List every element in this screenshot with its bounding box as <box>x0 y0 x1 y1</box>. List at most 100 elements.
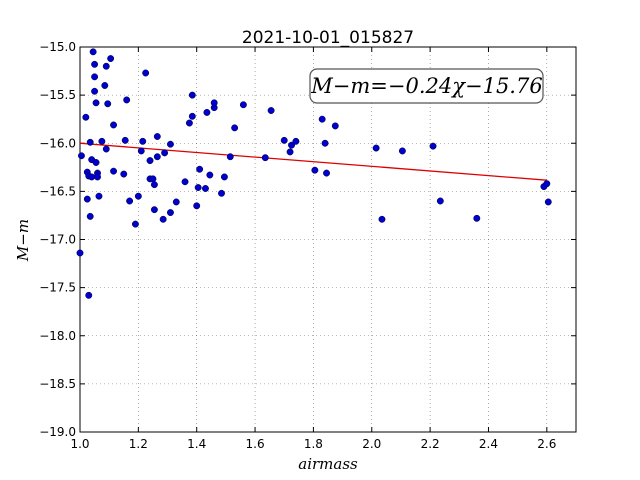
data-point <box>101 82 109 89</box>
fit-line-group <box>79 142 547 181</box>
data-point <box>210 99 218 107</box>
x-tick-label: 2.2 <box>421 437 440 451</box>
data-point <box>280 136 288 144</box>
data-point <box>226 153 234 161</box>
y-tick-label: −15.0 <box>39 40 76 54</box>
data-point <box>161 149 169 157</box>
data-point <box>206 171 214 179</box>
data-point <box>153 153 161 161</box>
data-point <box>185 119 193 127</box>
data-point <box>110 121 118 129</box>
data-point <box>134 192 142 200</box>
data-point <box>203 109 211 116</box>
data-point <box>110 167 118 175</box>
data-point <box>166 209 174 217</box>
data-point <box>318 115 326 123</box>
y-tick-label: −16.0 <box>39 136 76 150</box>
data-point <box>88 173 96 181</box>
data-point <box>321 139 329 147</box>
data-point <box>102 145 110 153</box>
data-point <box>104 100 112 108</box>
x-tick-label: 1.2 <box>129 437 148 451</box>
data-point <box>288 141 295 149</box>
y-tick-label: −18.0 <box>39 329 76 343</box>
data-point <box>202 185 209 192</box>
data-point <box>86 212 94 220</box>
y-tick-label: −17.5 <box>39 281 76 295</box>
data-point <box>126 197 134 205</box>
data-point <box>372 144 380 152</box>
axis-ticks: 1.0 1.2 1.4 1.6 1.8 2.0 2.2 2.4 2.6 −15.0 −15.5 −16… <box>39 40 576 451</box>
x-tick-label: 1.8 <box>304 437 323 451</box>
x-tick-label: 1.4 <box>187 437 206 451</box>
data-point <box>181 178 189 186</box>
data-point <box>76 249 84 257</box>
y-tick-label: −18.5 <box>39 377 76 391</box>
data-point <box>85 291 93 299</box>
data-point <box>159 215 167 223</box>
data-point <box>142 69 150 77</box>
data-point <box>188 91 196 99</box>
data-point <box>398 147 406 155</box>
data-point <box>107 55 115 62</box>
data-point <box>239 101 247 109</box>
x-tick-label: 2.0 <box>362 437 381 451</box>
data-point <box>121 136 129 144</box>
annotation-box <box>309 68 544 104</box>
data-point <box>196 165 204 173</box>
data-point <box>286 148 294 156</box>
data-point <box>92 159 100 166</box>
grid-lines <box>79 46 576 433</box>
data-point <box>95 192 103 200</box>
data-point <box>131 220 139 228</box>
data-point <box>473 214 481 222</box>
data-points <box>76 48 552 299</box>
fit-equation: M−m=−0.24χ−15.76 <box>310 74 542 98</box>
data-point <box>292 137 300 145</box>
data-point <box>311 166 319 174</box>
fit-line <box>79 142 547 181</box>
y-tick-label: −19.0 <box>39 425 76 439</box>
data-point <box>91 73 99 81</box>
data-point <box>123 96 131 104</box>
data-point <box>429 142 437 150</box>
x-tick-label: 1.0 <box>70 437 89 451</box>
data-point <box>378 215 386 223</box>
data-point <box>543 180 551 188</box>
data-point <box>544 198 552 206</box>
data-point <box>139 137 147 145</box>
data-point <box>193 202 201 210</box>
x-tick-label: 2.6 <box>537 437 556 451</box>
data-point <box>83 195 91 203</box>
data-point <box>436 197 444 205</box>
data-point <box>166 140 174 148</box>
data-point <box>89 48 97 56</box>
data-point <box>218 189 225 197</box>
data-point <box>194 184 202 191</box>
data-point <box>146 157 154 165</box>
data-point <box>150 181 158 189</box>
data-point <box>86 138 94 146</box>
data-point <box>91 60 99 68</box>
y-axis-label: M−m <box>14 219 32 262</box>
x-tick-label: 2.4 <box>479 437 498 451</box>
data-point <box>91 87 99 95</box>
data-point <box>267 107 275 114</box>
chart-title: 2021-10-01_015827 <box>242 28 414 48</box>
data-point <box>188 112 196 120</box>
data-point <box>261 154 269 162</box>
data-point <box>220 173 228 181</box>
data-point <box>78 152 85 160</box>
x-axis-label: airmass <box>298 455 358 473</box>
data-point <box>153 133 161 140</box>
data-point <box>149 175 157 183</box>
y-tick-label: −16.5 <box>39 184 76 198</box>
data-point <box>331 122 339 130</box>
data-point <box>82 113 90 121</box>
data-point <box>150 206 158 214</box>
x-tick-label: 1.6 <box>246 437 265 451</box>
data-point <box>102 62 110 70</box>
y-tick-label: −15.5 <box>39 88 76 102</box>
data-point <box>92 99 100 107</box>
